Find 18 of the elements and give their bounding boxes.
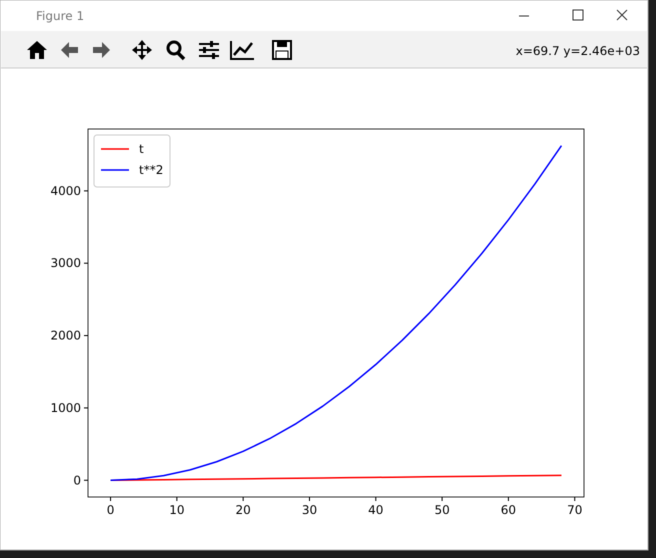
x-tick-label: 70 xyxy=(567,503,582,517)
y-tick-label: 1000 xyxy=(50,400,81,415)
y-tick-label: 4000 xyxy=(50,184,81,198)
x-tick-label: 10 xyxy=(169,503,184,517)
legend-label: t xyxy=(139,142,144,156)
x-tick-label: 20 xyxy=(236,503,251,517)
line-series xyxy=(110,144,562,482)
y-tick-label: 2000 xyxy=(50,328,81,343)
x-tick-label: 50 xyxy=(434,503,450,517)
y-tick-label: 3000 xyxy=(50,256,81,270)
text: x=69.7 y=2.46e+03 xyxy=(516,44,640,58)
x-tick-label: 40 xyxy=(368,503,384,517)
y-tick-label: 0 xyxy=(73,473,81,488)
chart-title: Figure 1 xyxy=(36,9,84,23)
x-tick-label: 0 xyxy=(106,503,114,517)
x-tick-label: 60 xyxy=(500,503,516,517)
legend-label: t**2 xyxy=(139,163,164,177)
x-tick-label: 30 xyxy=(302,503,318,517)
